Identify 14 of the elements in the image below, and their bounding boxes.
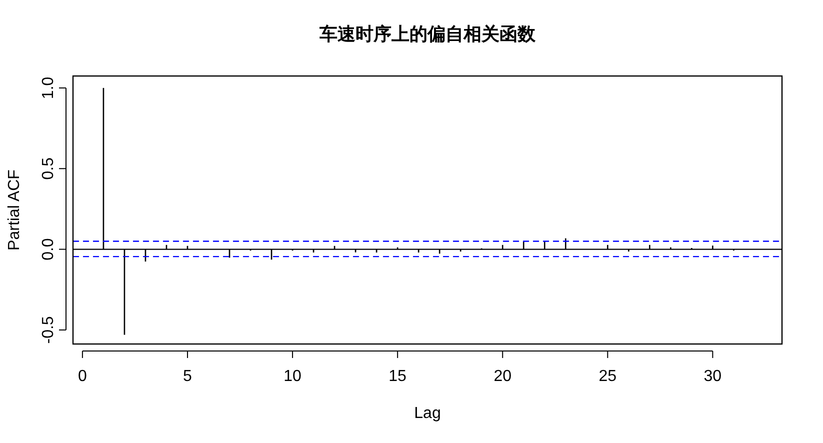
x-axis-title: Lag bbox=[414, 405, 441, 422]
x-tick-label: 15 bbox=[388, 368, 407, 385]
y-tick-label: -0.5 bbox=[40, 316, 57, 344]
y-tick-label: 0.0 bbox=[40, 238, 57, 260]
y-axis-title: Partial ACF bbox=[6, 169, 23, 250]
x-tick-label: 30 bbox=[704, 368, 722, 385]
x-tick-label: 0 bbox=[78, 368, 87, 385]
y-tick-label: 1.0 bbox=[40, 76, 57, 100]
chart-title: 车速时序上的偏自相关函数 bbox=[318, 24, 536, 44]
y-tick-label: 0.5 bbox=[40, 157, 57, 180]
x-tick-label: 20 bbox=[494, 368, 512, 385]
x-tick-label: 5 bbox=[183, 368, 192, 385]
x-tick-label: 25 bbox=[598, 368, 617, 385]
x-tick-label: 10 bbox=[284, 368, 302, 385]
